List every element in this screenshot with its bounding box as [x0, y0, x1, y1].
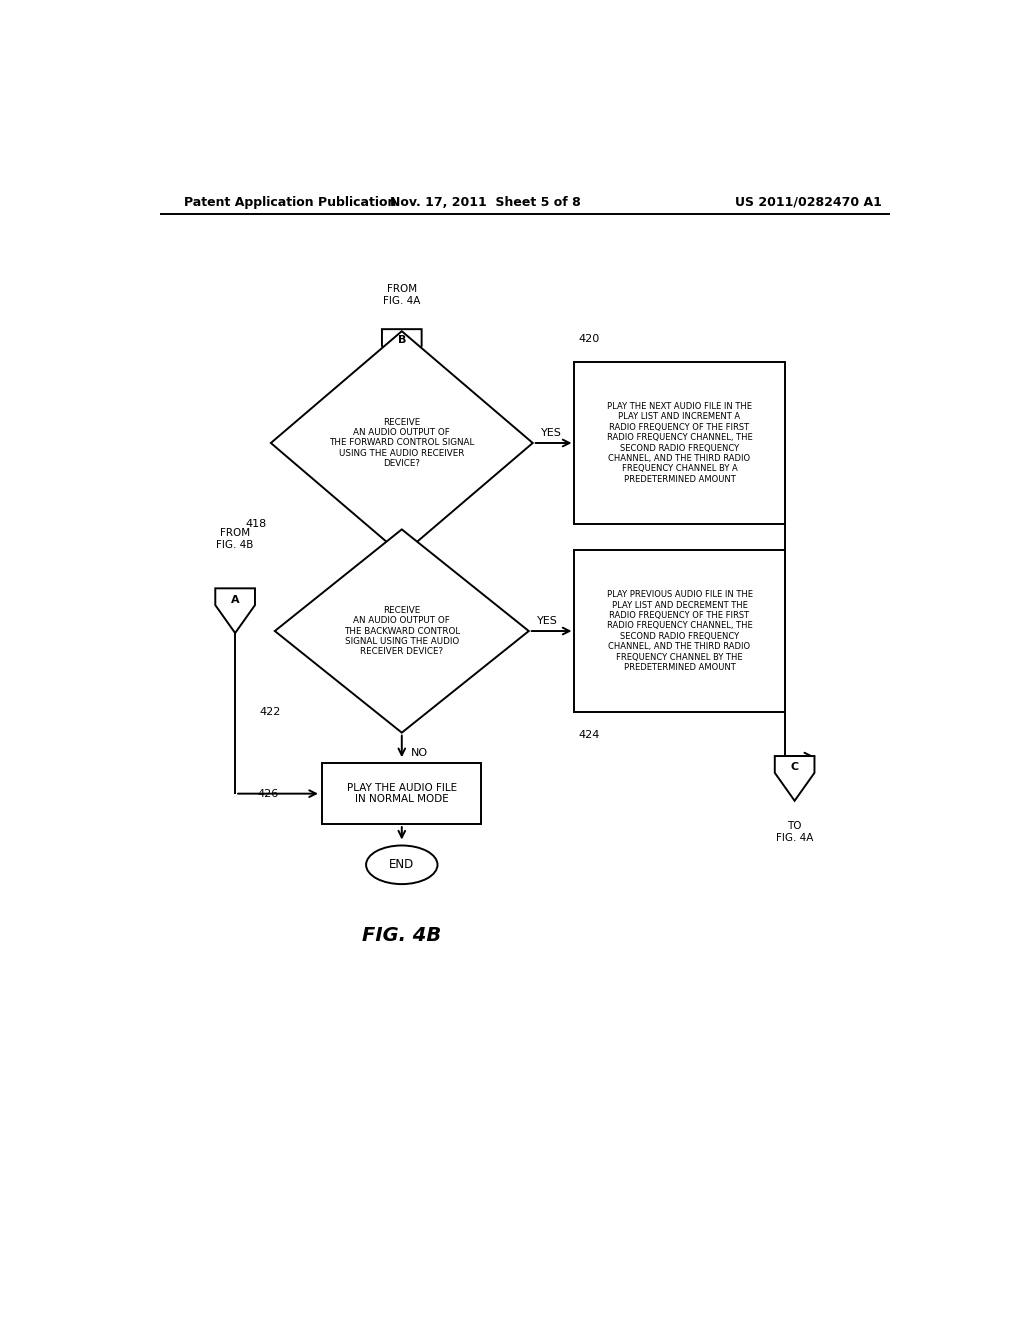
Text: 424: 424 — [579, 730, 600, 739]
Text: FROM
FIG. 4A: FROM FIG. 4A — [383, 284, 421, 306]
Text: NO: NO — [412, 570, 428, 579]
Text: YES: YES — [541, 428, 561, 438]
Ellipse shape — [367, 846, 437, 884]
Text: END: END — [389, 858, 415, 871]
Text: NO: NO — [412, 748, 428, 758]
FancyBboxPatch shape — [323, 763, 481, 824]
Text: B: B — [397, 335, 406, 346]
Polygon shape — [382, 329, 422, 374]
Text: Patent Application Publication: Patent Application Publication — [183, 195, 396, 209]
Text: FIG. 4B: FIG. 4B — [362, 927, 441, 945]
Text: 426: 426 — [257, 788, 279, 799]
Polygon shape — [775, 756, 814, 801]
Text: TO
FIG. 4A: TO FIG. 4A — [776, 821, 813, 842]
Text: 420: 420 — [579, 334, 600, 345]
Text: YES: YES — [537, 616, 558, 626]
Text: FROM
FIG. 4B: FROM FIG. 4B — [216, 528, 254, 549]
Text: C: C — [791, 762, 799, 772]
Text: PLAY PREVIOUS AUDIO FILE IN THE
PLAY LIST AND DECREMENT THE
RADIO FREQUENCY OF T: PLAY PREVIOUS AUDIO FILE IN THE PLAY LIS… — [606, 590, 753, 672]
Text: 418: 418 — [246, 519, 267, 529]
Text: Nov. 17, 2011  Sheet 5 of 8: Nov. 17, 2011 Sheet 5 of 8 — [390, 195, 581, 209]
FancyBboxPatch shape — [574, 362, 784, 524]
Text: A: A — [230, 594, 240, 605]
Text: RECEIVE
AN AUDIO OUTPUT OF
THE FORWARD CONTROL SIGNAL
USING THE AUDIO RECEIVER
D: RECEIVE AN AUDIO OUTPUT OF THE FORWARD C… — [329, 417, 474, 469]
Text: RECEIVE
AN AUDIO OUTPUT OF
THE BACKWARD CONTROL
SIGNAL USING THE AUDIO
RECEIVER : RECEIVE AN AUDIO OUTPUT OF THE BACKWARD … — [344, 606, 460, 656]
FancyBboxPatch shape — [574, 549, 784, 713]
Text: PLAY THE AUDIO FILE
IN NORMAL MODE: PLAY THE AUDIO FILE IN NORMAL MODE — [347, 783, 457, 804]
Text: 422: 422 — [260, 708, 282, 717]
Text: US 2011/0282470 A1: US 2011/0282470 A1 — [735, 195, 882, 209]
Polygon shape — [274, 529, 528, 733]
Polygon shape — [215, 589, 255, 634]
Polygon shape — [270, 331, 532, 554]
Text: PLAY THE NEXT AUDIO FILE IN THE
PLAY LIST AND INCREMENT A
RADIO FREQUENCY OF THE: PLAY THE NEXT AUDIO FILE IN THE PLAY LIS… — [606, 403, 753, 484]
